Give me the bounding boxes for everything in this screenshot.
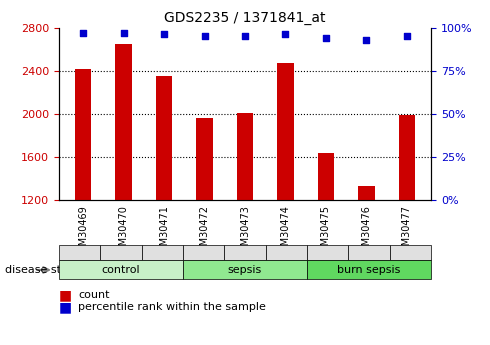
Point xyxy=(241,33,249,39)
Text: sepsis: sepsis xyxy=(228,265,262,275)
Bar xyxy=(277,63,294,200)
Text: count: count xyxy=(78,290,110,300)
Text: disease state: disease state xyxy=(5,265,79,275)
Point xyxy=(120,30,127,36)
Point xyxy=(282,32,290,37)
Bar xyxy=(75,69,91,200)
Text: ■: ■ xyxy=(59,288,72,302)
Point xyxy=(79,30,87,36)
Bar xyxy=(116,44,132,200)
Bar xyxy=(156,76,172,200)
Point xyxy=(322,35,330,41)
Point xyxy=(403,33,411,39)
Text: percentile rank within the sample: percentile rank within the sample xyxy=(78,302,266,312)
Bar xyxy=(318,152,334,200)
Point xyxy=(363,37,370,42)
Bar xyxy=(237,113,253,200)
Bar xyxy=(196,118,213,200)
Text: control: control xyxy=(101,265,140,275)
Text: ■: ■ xyxy=(59,300,72,314)
Bar xyxy=(358,186,374,200)
Point xyxy=(200,33,208,39)
Text: burn sepsis: burn sepsis xyxy=(338,265,401,275)
Point xyxy=(160,32,168,37)
Title: GDS2235 / 1371841_at: GDS2235 / 1371841_at xyxy=(164,11,326,25)
Bar xyxy=(399,115,415,200)
